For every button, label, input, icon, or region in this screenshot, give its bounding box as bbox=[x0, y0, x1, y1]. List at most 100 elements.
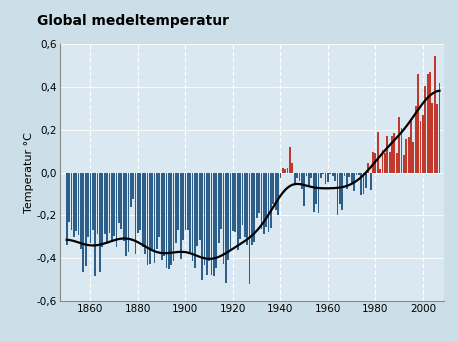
Bar bbox=[320, 173, 322, 178]
Bar bbox=[429, 72, 431, 173]
Bar bbox=[142, 173, 143, 247]
Bar bbox=[139, 173, 141, 229]
Bar bbox=[175, 173, 177, 242]
Bar bbox=[284, 169, 286, 173]
Bar bbox=[313, 173, 315, 212]
Bar bbox=[246, 173, 248, 245]
Bar bbox=[73, 173, 75, 237]
Bar bbox=[353, 173, 355, 191]
Bar bbox=[229, 173, 231, 251]
Bar bbox=[223, 173, 224, 264]
Bar bbox=[168, 173, 169, 269]
Bar bbox=[137, 173, 139, 233]
Bar bbox=[118, 173, 120, 223]
Bar bbox=[434, 56, 436, 173]
Bar bbox=[396, 153, 398, 173]
Bar bbox=[403, 155, 405, 173]
Bar bbox=[256, 173, 257, 218]
Bar bbox=[130, 173, 131, 207]
Bar bbox=[97, 173, 98, 234]
Bar bbox=[127, 173, 129, 252]
Bar bbox=[218, 173, 219, 243]
Bar bbox=[234, 173, 236, 232]
Bar bbox=[299, 173, 300, 181]
Bar bbox=[75, 173, 77, 231]
Bar bbox=[341, 173, 343, 210]
Bar bbox=[120, 173, 122, 229]
Bar bbox=[296, 173, 298, 178]
Bar bbox=[153, 173, 155, 263]
Bar bbox=[82, 173, 84, 272]
Bar bbox=[327, 173, 329, 182]
Bar bbox=[387, 136, 388, 173]
Bar bbox=[393, 133, 395, 173]
Bar bbox=[410, 119, 412, 173]
Bar bbox=[203, 173, 205, 265]
Bar bbox=[275, 173, 277, 210]
Bar bbox=[177, 173, 179, 231]
Bar bbox=[116, 173, 117, 247]
Bar bbox=[344, 173, 345, 176]
Bar bbox=[417, 74, 419, 173]
Bar bbox=[125, 173, 127, 256]
Bar bbox=[273, 173, 274, 204]
Bar bbox=[104, 173, 105, 234]
Bar bbox=[111, 173, 113, 242]
Bar bbox=[170, 173, 172, 265]
Bar bbox=[189, 173, 191, 252]
Bar bbox=[227, 173, 229, 260]
Bar bbox=[425, 86, 426, 173]
Bar bbox=[379, 169, 381, 173]
Bar bbox=[244, 173, 245, 237]
Bar bbox=[351, 173, 353, 183]
Bar bbox=[109, 173, 110, 233]
Bar bbox=[277, 173, 279, 215]
Bar bbox=[391, 136, 393, 173]
Bar bbox=[251, 173, 253, 245]
Bar bbox=[85, 173, 87, 266]
Bar bbox=[173, 173, 174, 261]
Bar bbox=[135, 173, 136, 254]
Bar bbox=[311, 173, 312, 179]
Bar bbox=[265, 173, 267, 227]
Bar bbox=[249, 173, 251, 284]
Bar bbox=[370, 173, 371, 190]
Bar bbox=[294, 173, 295, 183]
Bar bbox=[332, 173, 333, 176]
Bar bbox=[78, 173, 79, 235]
Bar bbox=[239, 173, 241, 239]
Bar bbox=[337, 173, 338, 215]
Bar bbox=[66, 173, 68, 245]
Bar bbox=[289, 147, 291, 173]
Bar bbox=[237, 173, 239, 250]
Text: Global medeltemperatur: Global medeltemperatur bbox=[37, 14, 229, 28]
Bar bbox=[325, 173, 327, 184]
Bar bbox=[147, 173, 148, 265]
Bar bbox=[420, 121, 421, 173]
Bar bbox=[71, 173, 72, 230]
Bar bbox=[270, 173, 272, 228]
Bar bbox=[346, 173, 348, 189]
Bar bbox=[261, 173, 262, 229]
Bar bbox=[144, 173, 146, 254]
Bar bbox=[372, 152, 374, 173]
Bar bbox=[422, 115, 424, 173]
Bar bbox=[360, 173, 362, 195]
Bar bbox=[68, 173, 70, 222]
Bar bbox=[89, 173, 91, 242]
Bar bbox=[163, 173, 165, 256]
Bar bbox=[194, 173, 196, 268]
Bar bbox=[180, 173, 181, 259]
Bar bbox=[106, 173, 108, 244]
Bar bbox=[384, 153, 386, 173]
Bar bbox=[232, 173, 234, 231]
Bar bbox=[161, 173, 163, 260]
Bar bbox=[94, 173, 96, 276]
Bar bbox=[315, 173, 317, 204]
Bar bbox=[389, 152, 391, 173]
Bar bbox=[241, 173, 243, 225]
Bar bbox=[427, 74, 429, 173]
Bar bbox=[401, 128, 403, 173]
Bar bbox=[413, 142, 414, 173]
Bar bbox=[363, 173, 365, 194]
